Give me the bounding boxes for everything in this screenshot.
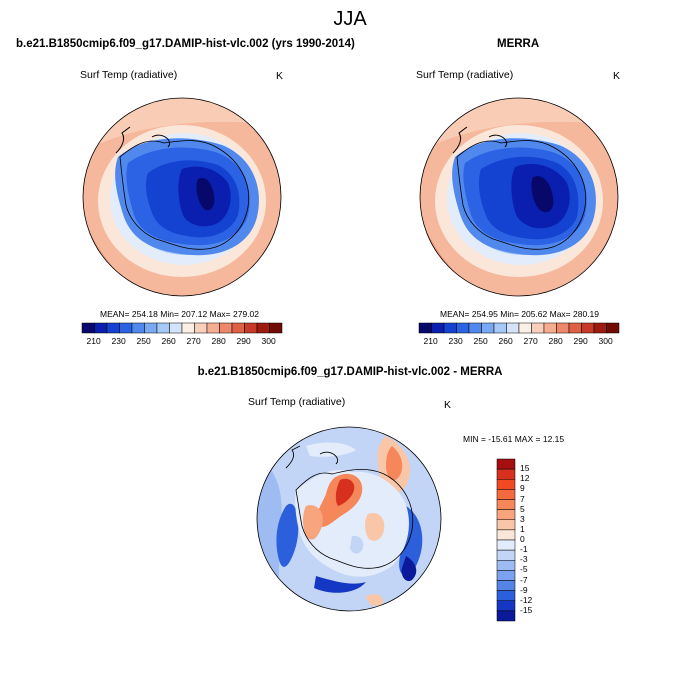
- colorbar-tick-label: 230: [111, 336, 126, 346]
- panel-title-model: b.e21.B1850cmip6.f09_g17.DAMIP-hist-vlc.…: [16, 38, 355, 50]
- colorbar-tick-label: 12: [520, 473, 530, 484]
- colorbar-swatch: [556, 322, 570, 334]
- stats-text-diff: MIN = -15.61 MAX = 12.15: [463, 434, 565, 444]
- colorbar-swatch: [106, 322, 120, 334]
- colorbar-tick-label: 290: [236, 336, 251, 346]
- colorbar-swatch: [496, 610, 516, 622]
- colorbar-tick-label: -3: [520, 554, 528, 565]
- colorbar-swatch: [496, 509, 516, 520]
- polar-map-diff: [256, 426, 442, 612]
- colorbar-diff: [496, 458, 516, 622]
- colorbar-tick-label: 230: [448, 336, 463, 346]
- colorbar-tick-label: 250: [473, 336, 488, 346]
- colorbar-tick-label: 270: [523, 336, 538, 346]
- colorbar-swatch: [156, 322, 170, 334]
- colorbar-model: [81, 322, 283, 334]
- colorbar-swatch: [496, 458, 516, 470]
- colorbar-tick-label: 210: [423, 336, 438, 346]
- colorbar-swatch: [496, 570, 516, 581]
- colorbar-tick-label: 260: [161, 336, 176, 346]
- panel-title-obs: MERRA: [497, 38, 540, 50]
- colorbar-swatch: [231, 322, 245, 334]
- colorbar-swatch: [496, 519, 516, 531]
- colorbar-swatch: [456, 322, 470, 334]
- units-label-diff: K: [444, 399, 452, 411]
- colorbar-swatch: [518, 322, 532, 334]
- colorbar-swatch: [431, 322, 445, 334]
- colorbar-swatch: [506, 322, 520, 334]
- variable-label-obs: Surf Temp (radiative): [416, 69, 514, 81]
- colorbar-tick-label: 5: [520, 503, 525, 514]
- colorbar-swatch: [496, 539, 516, 551]
- colorbar-swatch: [418, 322, 432, 334]
- colorbar-swatch: [443, 322, 457, 334]
- colorbar-tick-label: 280: [211, 336, 226, 346]
- colorbar-swatch: [493, 322, 507, 334]
- colorbar-swatch: [496, 600, 516, 612]
- colorbar-tick-label: 290: [573, 336, 588, 346]
- colorbar-tick-label: 3: [520, 513, 525, 524]
- colorbar-tick-label: 15: [520, 463, 530, 474]
- polar-map-obs: [419, 97, 619, 297]
- colorbar-swatch: [244, 322, 258, 334]
- units-label-obs: K: [613, 70, 621, 82]
- colorbar-swatch: [81, 322, 95, 334]
- colorbar-swatch: [144, 322, 158, 334]
- colorbar-swatch: [496, 590, 516, 601]
- colorbar-tick-label: 260: [498, 336, 513, 346]
- colorbar-tick-label: 300: [261, 336, 276, 346]
- colorbar-swatch: [581, 322, 595, 334]
- colorbar-swatch: [496, 489, 516, 500]
- colorbar-swatch: [206, 322, 220, 334]
- colorbar-swatch: [496, 560, 516, 571]
- colorbar-swatch: [131, 322, 145, 334]
- colorbar-swatch: [496, 468, 516, 480]
- colorbar-tick-label: -15: [520, 604, 533, 615]
- variable-label-diff: Surf Temp (radiative): [248, 396, 346, 408]
- colorbar-swatch: [496, 549, 516, 561]
- page-title: JJA: [333, 8, 367, 30]
- colorbar-swatch: [496, 580, 516, 591]
- colorbar-swatch: [169, 322, 183, 334]
- colorbar-swatch: [593, 322, 607, 334]
- colorbar-tick-label: 210: [86, 336, 101, 346]
- colorbar-tick-label: 250: [136, 336, 151, 346]
- colorbar-tick-label: -9: [520, 584, 528, 595]
- colorbar-obs: [418, 322, 620, 334]
- colorbar-tick-label: 0: [520, 534, 525, 544]
- colorbar-swatch: [468, 322, 482, 334]
- colorbar-swatch: [219, 322, 233, 334]
- stats-text-model: MEAN= 254.18 Min= 207.12 Max= 279.02: [100, 309, 260, 319]
- colorbar-swatch: [543, 322, 557, 334]
- colorbar-swatch: [606, 322, 620, 334]
- colorbar-tick-label: 7: [520, 493, 525, 504]
- colorbar-swatch: [119, 322, 133, 334]
- colorbar-tick-label: -7: [520, 574, 528, 585]
- colorbar-swatch: [181, 322, 195, 334]
- colorbar-swatch: [568, 322, 582, 334]
- polar-map-model: [82, 97, 282, 297]
- stats-text-obs: MEAN= 254.95 Min= 205.62 Max= 280.19: [440, 309, 600, 319]
- colorbar-swatch: [481, 322, 495, 334]
- colorbar-tick-label: 270: [186, 336, 201, 346]
- units-label-model: K: [276, 70, 284, 82]
- colorbar-swatch: [256, 322, 270, 334]
- colorbar-tick-label: -5: [520, 564, 528, 575]
- panel-title-diff: b.e21.B1850cmip6.f09_g17.DAMIP-hist-vlc.…: [197, 366, 503, 378]
- colorbar-tick-label: 280: [548, 336, 563, 346]
- colorbar-tick-label: 300: [598, 336, 613, 346]
- colorbar-swatch: [531, 322, 545, 334]
- colorbar-swatch: [269, 322, 283, 334]
- colorbar-tick-label: 1: [520, 523, 525, 534]
- colorbar-tick-label: -1: [520, 544, 528, 555]
- colorbar-swatch: [94, 322, 108, 334]
- colorbar-swatch: [496, 479, 516, 490]
- colorbar-tick-label: 9: [520, 483, 525, 494]
- colorbar-tick-label: -12: [520, 594, 533, 605]
- colorbar-swatch: [496, 499, 516, 510]
- colorbar-swatch: [194, 322, 208, 334]
- variable-label-model: Surf Temp (radiative): [80, 69, 178, 81]
- colorbar-swatch: [496, 529, 516, 541]
